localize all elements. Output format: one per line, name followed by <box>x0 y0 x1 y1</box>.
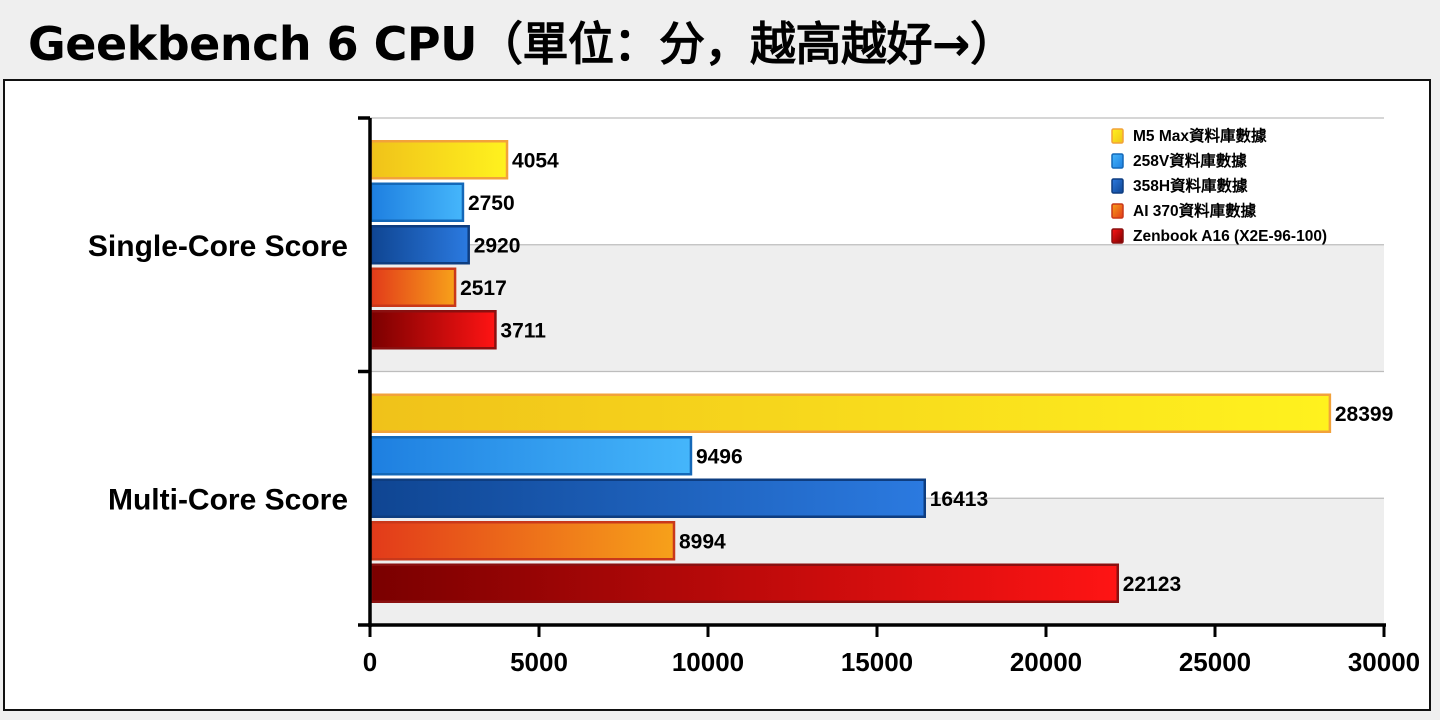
value-label: 2750 <box>468 192 515 215</box>
legend-swatch <box>1111 178 1124 194</box>
bar-multi-core-score-series-1 <box>369 393 1332 433</box>
value-label: 2920 <box>474 234 521 257</box>
x-tick-label: 5000 <box>510 647 568 677</box>
legend-label: Zenbook A16 (X2E-96-100) <box>1133 228 1327 245</box>
x-tick-label: 30000 <box>1348 647 1420 677</box>
legend-swatch <box>1111 153 1124 169</box>
chart-title: Geekbench 6 CPU（單位：分，越高越好→） <box>28 17 1016 71</box>
bar-single-core-score-series-2 <box>369 182 465 222</box>
bar-multi-core-score-series-5 <box>369 563 1120 603</box>
plot-band <box>370 118 1384 245</box>
bar-multi-core-score-series-4 <box>369 521 676 561</box>
category-label: Multi-Core Score <box>108 483 348 516</box>
legend-label: M5 Max資料庫數據 <box>1133 126 1267 145</box>
bar-single-core-score-series-1 <box>369 140 509 180</box>
value-label: 9496 <box>696 445 743 468</box>
value-label: 8994 <box>679 530 726 553</box>
x-tick-label: 20000 <box>1010 647 1082 677</box>
bar-multi-core-score-series-2 <box>369 436 693 476</box>
value-label: 28399 <box>1335 403 1393 426</box>
legend-swatch <box>1111 228 1124 244</box>
legend-swatch <box>1111 128 1124 144</box>
legend-label: 358H資料庫數據 <box>1133 176 1248 195</box>
x-tick-label: 15000 <box>841 647 913 677</box>
plot-band <box>370 371 1384 499</box>
title-bar: Geekbench 6 CPU（單位：分，越高越好→） <box>0 0 1440 78</box>
legend-label: AI 370資料庫數據 <box>1133 201 1257 220</box>
value-label: 4054 <box>512 149 559 172</box>
value-label: 16413 <box>930 488 988 511</box>
bar-single-core-score-series-3 <box>369 225 470 265</box>
value-label: 22123 <box>1123 573 1181 596</box>
x-tick-label: 10000 <box>672 647 744 677</box>
x-tick-label: 25000 <box>1179 647 1251 677</box>
value-label: 3711 <box>500 319 546 342</box>
category-label: Single-Core Score <box>88 230 348 263</box>
value-label: 2517 <box>460 277 507 300</box>
plot-band <box>370 498 1384 625</box>
bar-multi-core-score-series-3 <box>369 478 927 518</box>
bar-single-core-score-series-5 <box>369 310 497 350</box>
legend-swatch <box>1111 203 1124 219</box>
legend-label: 258V資料庫數據 <box>1133 151 1247 170</box>
bar-single-core-score-series-4 <box>369 267 457 307</box>
x-tick-label: 0 <box>363 647 377 677</box>
plot-band <box>370 244 1384 372</box>
